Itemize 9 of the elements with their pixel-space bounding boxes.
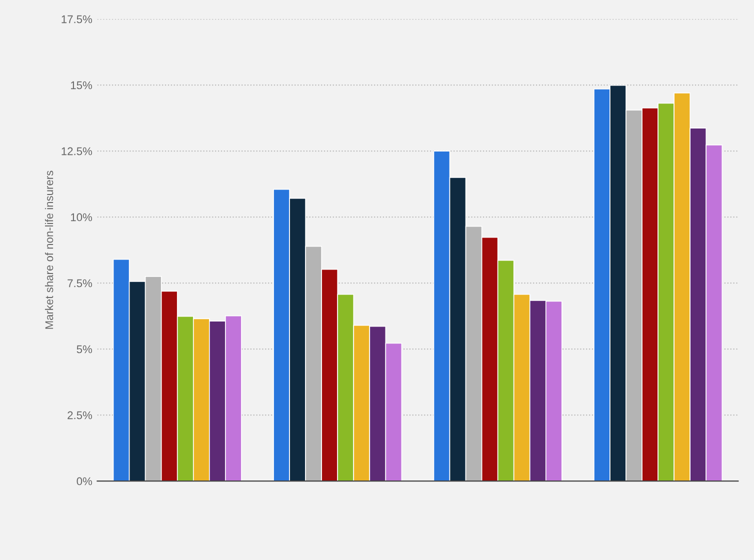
y-tick-label: 12.5% [62,147,92,156]
y-tick-label: 0% [76,477,92,486]
y-tick-label: 17.5% [62,15,92,24]
y-tick-label: 2.5% [68,411,92,420]
y-tick-label: 15% [71,81,92,90]
y-tick-label: 5% [76,345,92,354]
y-tick-label: 10% [71,213,92,222]
y-axis-title: Market share of non-life insurers [44,170,54,329]
y-tick-label: 7.5% [68,279,92,288]
